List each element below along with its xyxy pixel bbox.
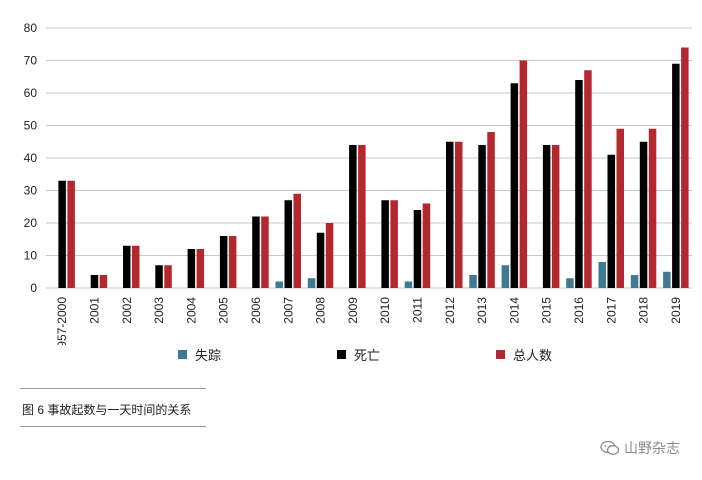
legend-item-0: 失踪 <box>178 345 221 364</box>
x-tick-label: 2014 <box>507 297 521 324</box>
bar-1-5 <box>219 236 228 288</box>
y-tick-label: 70 <box>24 54 38 68</box>
x-tick-label: 2013 <box>475 297 489 324</box>
wechat-icon <box>600 440 620 455</box>
bar-2-4 <box>196 249 205 288</box>
y-tick-label: 10 <box>24 249 38 263</box>
x-tick-label: 2004 <box>184 297 198 324</box>
y-tick-label: 50 <box>24 119 38 133</box>
x-tick-label: 2008 <box>314 297 328 324</box>
bar-1-15 <box>542 145 551 288</box>
bar-2-5 <box>228 236 237 288</box>
watermark-text: 山野杂志 <box>624 440 680 456</box>
bar-2-9 <box>358 145 366 288</box>
bar-2-7 <box>293 193 301 288</box>
x-tick-label: 2017 <box>604 297 618 324</box>
bar-0-14 <box>501 265 510 288</box>
y-axis-tick-labels: 0 10 20 30 40 50 60 70 80 <box>24 21 38 295</box>
x-tick-label: 2001 <box>87 297 101 324</box>
x-tick-label: 2011 <box>410 297 424 323</box>
bar-0-17 <box>598 262 606 288</box>
bar-0-11 <box>404 281 413 288</box>
x-tick-label: 1957-2000 <box>55 297 69 345</box>
y-tick-label: 30 <box>24 184 38 198</box>
caption-top-rule <box>20 388 206 389</box>
legend-item-1: 死亡 <box>337 345 380 364</box>
bar-0-18 <box>630 275 639 288</box>
legend-swatch <box>337 350 346 359</box>
x-tick-label: 2010 <box>378 297 392 324</box>
bar-1-19 <box>672 63 680 288</box>
bar-2-14 <box>519 60 528 288</box>
bar-0-19 <box>663 271 671 288</box>
bar-0-8 <box>307 278 316 288</box>
bar-2-15 <box>551 145 560 288</box>
bar-1-16 <box>575 80 583 288</box>
legend-label: 总人数 <box>513 348 553 363</box>
bar-1-14 <box>510 83 519 288</box>
bar-2-13 <box>487 132 495 288</box>
x-tick-label: 2007 <box>281 297 295 324</box>
y-tick-label: 20 <box>24 216 38 230</box>
x-tick-label: 2019 <box>669 297 683 324</box>
x-tick-label: 2003 <box>152 297 166 324</box>
bars <box>58 47 689 288</box>
figure-caption: 图 6 事故起数与一天时间的关系 <box>22 403 192 417</box>
x-tick-label: 2005 <box>217 297 231 324</box>
bar-2-0 <box>67 180 75 288</box>
bar-0-16 <box>566 278 574 288</box>
legend-item-2: 总人数 <box>496 345 552 364</box>
legend-label: 失踪 <box>195 348 222 363</box>
bar-1-13 <box>478 145 486 288</box>
bar-1-18 <box>639 141 648 288</box>
bar-2-8 <box>325 223 334 288</box>
bar-1-1 <box>90 275 99 288</box>
x-tick-label: 2016 <box>572 297 586 324</box>
bar-1-2 <box>123 245 131 288</box>
legend-swatch <box>178 350 187 359</box>
legend: 失踪 死亡 总人数 <box>0 345 702 365</box>
bar-0-7 <box>275 281 283 288</box>
bar-1-3 <box>155 265 163 288</box>
caption-bottom-rule <box>20 426 206 427</box>
bar-2-3 <box>164 265 172 288</box>
bar-1-8 <box>316 232 325 288</box>
bar-2-12 <box>455 141 463 288</box>
x-tick-label: 2018 <box>637 297 651 324</box>
bar-2-2 <box>132 245 140 288</box>
bar-chart: 0 10 20 30 40 50 60 70 80 1957-2000 2001 2002 2003 2… <box>24 21 692 345</box>
bar-2-11 <box>422 203 431 288</box>
bar-1-12 <box>446 141 454 288</box>
bar-2-16 <box>584 70 592 288</box>
x-tick-label: 2015 <box>540 297 554 324</box>
bar-2-17 <box>616 128 624 288</box>
watermark: 山野杂志 <box>600 438 680 458</box>
legend-label: 死亡 <box>354 348 381 363</box>
y-tick-label: 40 <box>24 151 38 165</box>
bar-1-10 <box>381 200 389 288</box>
grid-lines <box>46 27 692 289</box>
bar-1-7 <box>284 200 292 288</box>
x-tick-label: 2006 <box>249 297 263 324</box>
y-tick-label: 80 <box>24 21 38 35</box>
x-tick-label: 2012 <box>443 297 457 324</box>
bar-2-1 <box>99 275 108 288</box>
bar-0-13 <box>469 275 477 288</box>
bar-2-18 <box>648 128 657 288</box>
legend-swatch <box>496 350 505 359</box>
bar-2-19 <box>681 47 689 288</box>
x-axis-tick-labels: 1957-2000 2001 2002 2003 2004 2005 2006 2007 200… <box>55 297 683 345</box>
bar-1-17 <box>607 154 615 288</box>
y-tick-label: 0 <box>30 281 37 295</box>
y-tick-label: 60 <box>24 86 38 100</box>
x-tick-label: 2002 <box>120 297 134 324</box>
bar-1-4 <box>187 249 196 288</box>
bar-1-0 <box>58 180 66 288</box>
bar-2-10 <box>390 200 398 288</box>
x-tick-label: 2009 <box>346 297 360 324</box>
bar-1-9 <box>349 145 357 288</box>
bar-1-6 <box>252 216 260 288</box>
bar-2-6 <box>261 216 269 288</box>
bar-1-11 <box>413 210 422 288</box>
